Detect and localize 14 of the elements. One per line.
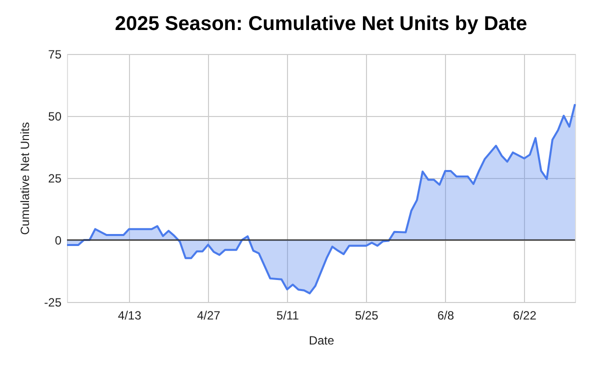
y-tick-label: 50	[48, 110, 62, 124]
y-tick-label: 0	[54, 234, 62, 248]
y-axis-title: Cumulative Net Units	[18, 122, 32, 235]
x-tick-label: 5/25	[354, 308, 379, 322]
x-tick-label: 4/27	[196, 308, 221, 322]
x-tick-label: 6/8	[437, 308, 454, 322]
y-tick-label: 75	[48, 48, 62, 62]
x-tick-label: 6/22	[513, 308, 537, 322]
y-tick-label: -25	[44, 296, 62, 310]
y-tick-label: 25	[48, 172, 62, 186]
chart-title: 2025 Season: Cumulative Net Units by Date	[114, 13, 528, 35]
x-axis-title: Date	[308, 334, 334, 348]
x-tick-label: 5/11	[276, 308, 300, 322]
x-tick-label: 4/13	[118, 308, 142, 322]
